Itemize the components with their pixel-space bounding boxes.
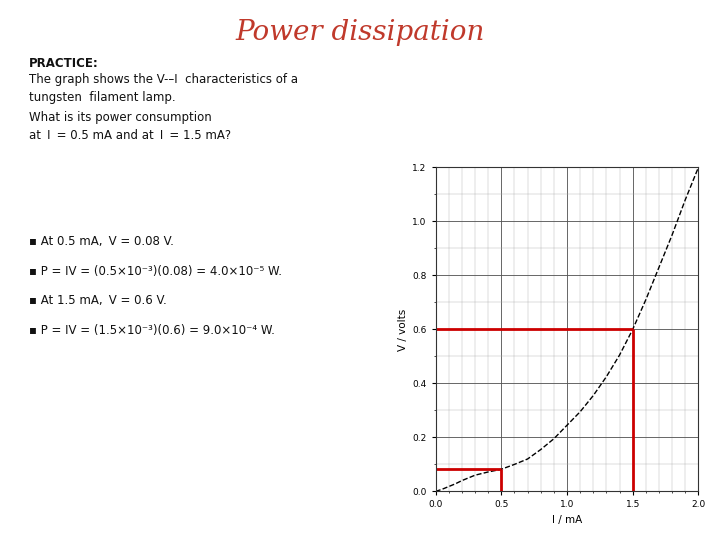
Text: ▪ At 1.5 mA,  V = 0.6 V.: ▪ At 1.5 mA, V = 0.6 V. [29,294,166,307]
Text: Power dissipation: Power dissipation [235,19,485,46]
X-axis label: I / mA: I / mA [552,515,582,525]
Text: What is its power consumption
at  I  = 0.5 mA and at  I  = 1.5 mA?: What is its power consumption at I = 0.5… [29,111,231,141]
Text: The graph shows the V-–I  characteristics of a
tungsten  filament lamp.: The graph shows the V-–I characteristics… [29,73,298,104]
Text: ▪ At 0.5 mA,  V = 0.08 V.: ▪ At 0.5 mA, V = 0.08 V. [29,235,174,248]
Y-axis label: V / volts: V / volts [398,308,408,350]
Text: ▪ P = IV = (0.5×10⁻³)(0.08) = 4.0×10⁻⁵ W.: ▪ P = IV = (0.5×10⁻³)(0.08) = 4.0×10⁻⁵ W… [29,265,282,278]
Text: PRACTICE:: PRACTICE: [29,57,99,70]
Text: ▪ P = IV = (1.5×10⁻³)(0.6) = 9.0×10⁻⁴ W.: ▪ P = IV = (1.5×10⁻³)(0.6) = 9.0×10⁻⁴ W. [29,324,274,337]
